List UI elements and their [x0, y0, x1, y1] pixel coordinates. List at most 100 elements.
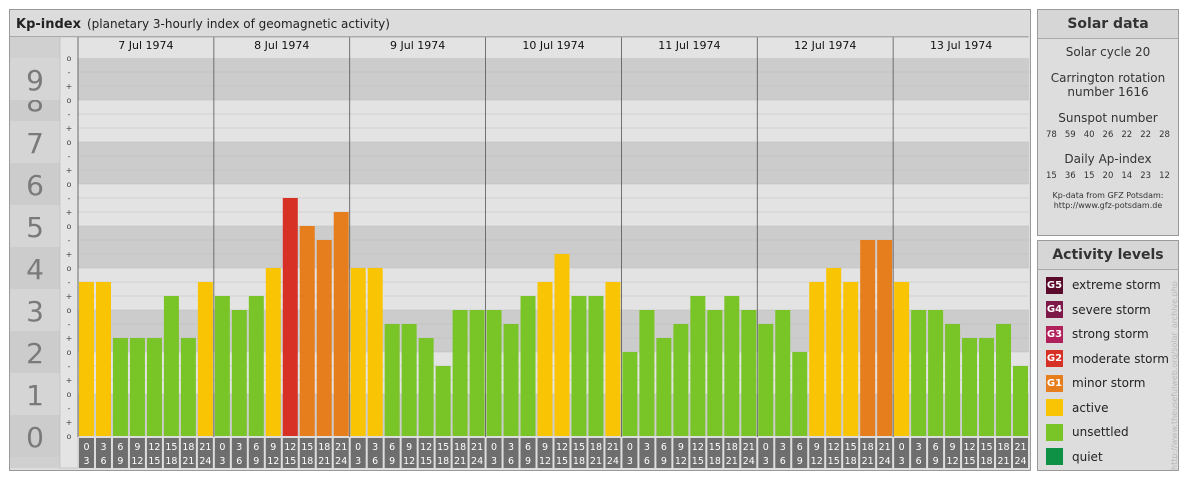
kp-bars	[79, 197, 1028, 436]
kp-bar	[129, 338, 145, 436]
kp-bar	[979, 338, 995, 436]
activity-level-item: G2 moderate storm	[1038, 347, 1178, 372]
interval-label-start: 0	[763, 442, 769, 453]
interval-label-bg	[79, 438, 94, 468]
interval-label-start: 6	[933, 442, 939, 453]
y-tick-label: 2	[26, 337, 44, 370]
kp-bar	[537, 281, 553, 436]
interval-label-bg	[707, 438, 723, 468]
kp-bar	[350, 268, 366, 436]
activity-levels-panel: Activity levels G5 extreme storm G4 severe …	[1037, 240, 1179, 471]
interval-label-bg	[1013, 438, 1028, 468]
interval-label-start: 6	[525, 442, 531, 453]
interval-label-bg	[673, 438, 689, 468]
sub-tick-label: +	[66, 166, 73, 175]
interval-label-end: 24	[607, 456, 619, 467]
interval-label-bg	[741, 438, 757, 468]
interval-label-end: 24	[471, 456, 483, 467]
interval-label-bg	[112, 438, 128, 468]
interval-label-end: 15	[964, 456, 976, 467]
activity-levels-title: Activity levels	[1038, 241, 1178, 270]
interval-label-start: 0	[627, 442, 633, 453]
y-tick-label: 9	[26, 64, 44, 97]
interval-label-bg	[571, 438, 587, 468]
kp-bar	[435, 365, 451, 436]
sub-tick-label: o	[67, 348, 72, 357]
interval-label-start: 15	[845, 442, 857, 453]
interval-label-end: 12	[675, 456, 687, 467]
interval-label-end: 12	[539, 456, 551, 467]
interval-label-bg	[792, 438, 808, 468]
credit-line-2: http://www.gfz-potsdam.de	[1053, 201, 1163, 210]
interval-label-start: 6	[117, 442, 123, 453]
interval-label-bg	[418, 438, 434, 468]
kp-bar	[571, 296, 587, 436]
kp-bar	[673, 323, 689, 436]
interval-label-start: 18	[182, 442, 194, 453]
interval-label-end: 6	[508, 456, 514, 467]
activity-level-label: quiet	[1072, 449, 1103, 464]
kp-bar	[265, 268, 281, 436]
sub-tick-label: -	[68, 320, 71, 329]
y-tick-label: 5	[26, 211, 44, 244]
sub-tick-label: o	[67, 180, 72, 189]
interval-label-start: 9	[814, 442, 820, 453]
interval-label-end: 18	[437, 456, 449, 467]
kp-bar	[843, 281, 859, 436]
interval-label-end: 6	[916, 456, 922, 467]
interval-label-bg	[775, 438, 791, 468]
activity-level-swatch: G2	[1046, 350, 1063, 368]
interval-label-bg	[996, 438, 1012, 468]
sub-tick-label: -	[68, 404, 71, 413]
interval-label-start: 6	[253, 442, 259, 453]
interval-label-end: 24	[743, 456, 755, 467]
sub-tick-label: +	[66, 418, 73, 427]
day-labels: 7 Jul 1974 8 Jul 1974 9 Jul 1974 10 Jul 197…	[118, 39, 992, 52]
interval-label-start: 12	[148, 442, 160, 453]
interval-label-start: 21	[743, 442, 755, 453]
kp-bar	[690, 296, 706, 436]
interval-label-end: 24	[335, 456, 347, 467]
ap-value: 23	[1140, 171, 1152, 181]
interval-label-end: 15	[148, 456, 160, 467]
interval-label-start: 3	[508, 442, 514, 453]
interval-label-start: 6	[661, 442, 667, 453]
interval-label-start: 21	[879, 442, 891, 453]
interval-label-bg	[129, 438, 145, 468]
sub-tick-label: -	[68, 362, 71, 371]
interval-label-start: 3	[644, 442, 650, 453]
interval-label-end: 3	[491, 456, 497, 467]
interval-label-bg	[282, 438, 298, 468]
sunspot-value: 78	[1046, 130, 1057, 140]
kp-bar	[79, 281, 94, 436]
day-label: 13 Jul 1974	[930, 39, 992, 52]
interval-label-bg	[197, 438, 213, 468]
interval-label-bg	[367, 438, 383, 468]
interval-label-end: 24	[199, 456, 211, 467]
interval-label-bg	[537, 438, 553, 468]
interval-label-end: 21	[726, 456, 738, 467]
kp-bar	[741, 310, 757, 436]
interval-label-end: 9	[117, 456, 123, 467]
sub-tick-label: -	[68, 152, 71, 161]
interval-label-end: 3	[219, 456, 225, 467]
interval-label-start: 3	[372, 442, 378, 453]
y-tick-bg	[10, 58, 60, 100]
interval-label-end: 3	[355, 456, 361, 467]
interval-label-start: 21	[607, 442, 619, 453]
interval-label-end: 24	[879, 456, 891, 467]
day-label: 9 Jul 1974	[390, 39, 445, 52]
kp-bar	[758, 323, 774, 436]
interval-label-start: 9	[406, 442, 412, 453]
interval-label-bg	[299, 438, 315, 468]
interval-label-end: 18	[845, 456, 857, 467]
y-tick-label: 4	[26, 253, 44, 286]
credit-line-1: Kp-data from GFZ Potsdam:	[1052, 191, 1164, 200]
y-tick-bg	[10, 373, 60, 415]
kp-bar	[554, 254, 570, 436]
sunspot-value: 22	[1121, 130, 1133, 140]
interval-label-bg	[860, 438, 876, 468]
kp-bar	[1013, 365, 1028, 436]
activity-level-item: G3 strong storm	[1038, 322, 1178, 347]
interval-label-end: 3	[83, 456, 89, 467]
